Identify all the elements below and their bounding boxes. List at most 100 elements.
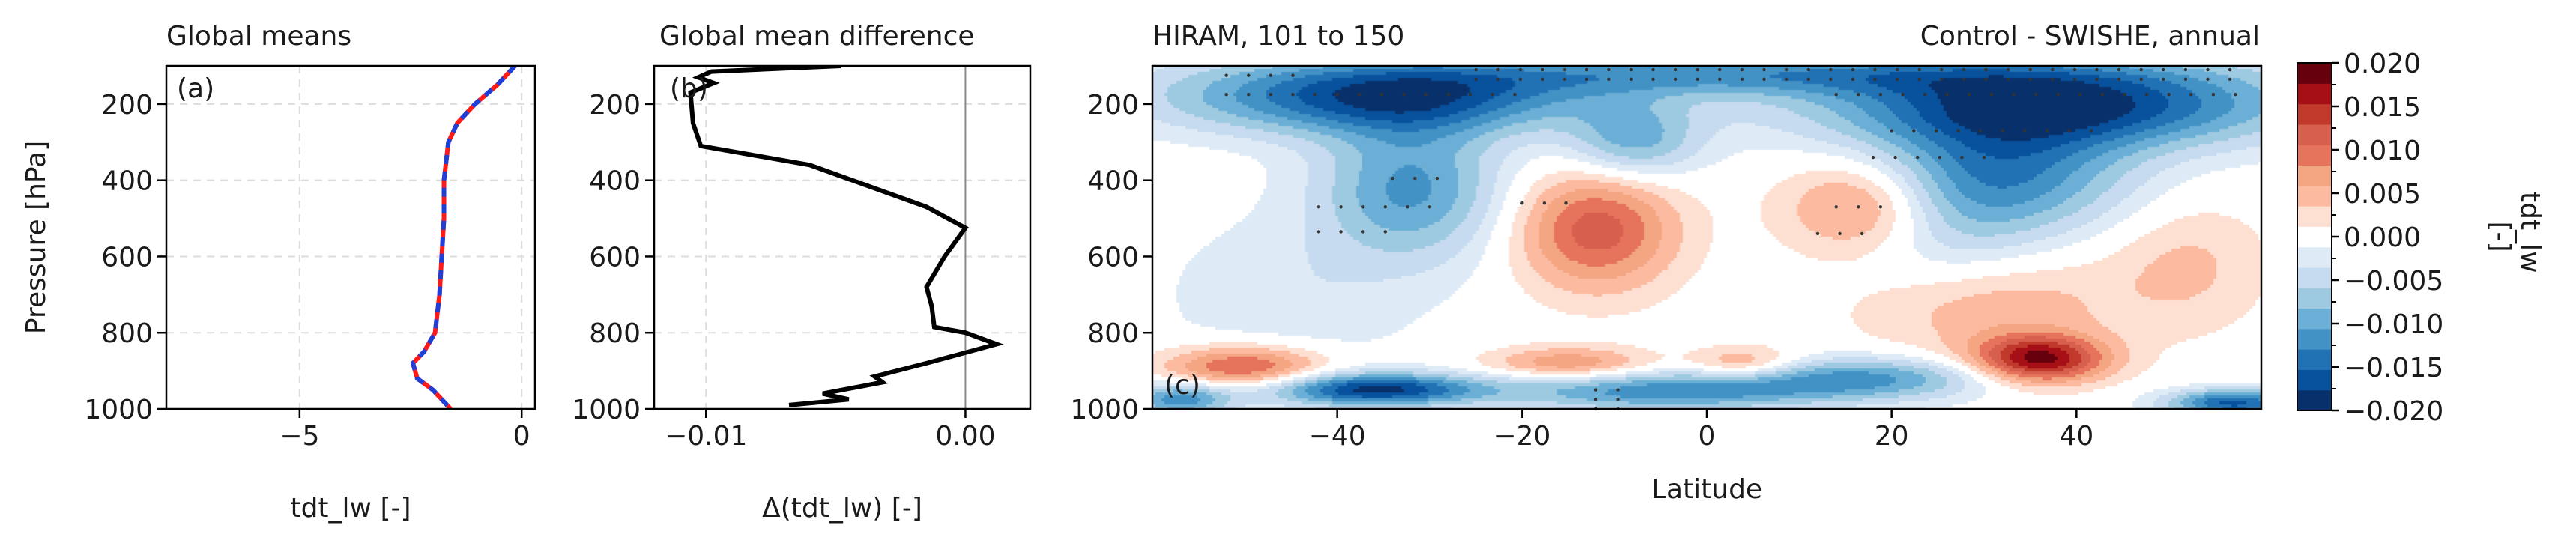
panel-c-axes: −40 −20 0 20 40 200 400 600 800 1000 <box>1070 90 2093 452</box>
colorbar-label: tdt_lw [-] <box>2485 192 2545 282</box>
stipple-dot <box>1542 201 1546 205</box>
panel-c-xlabel: Latitude <box>1651 474 1762 505</box>
stipple-dot <box>1912 129 1916 133</box>
stipple-dot <box>1607 67 1611 72</box>
stipple-dot <box>1224 93 1228 97</box>
panel-b-xtick-label: −0.01 <box>665 421 747 452</box>
panel-c-ytick-label: 400 <box>1087 166 1139 197</box>
panel-a: Global means −5 0 200 400 600 800 1000 (a) tdt… <box>21 21 536 524</box>
panel-c-xtick-label: 40 <box>2059 421 2093 452</box>
stipple-dot <box>1564 201 1568 205</box>
stipple-dot <box>1247 73 1251 77</box>
stipple-dot <box>2056 93 2060 97</box>
stipple-dot <box>2028 77 2032 82</box>
stipple-dot <box>1806 67 1810 72</box>
panel-c-ytick-label: 800 <box>1087 318 1139 349</box>
stipple-dot <box>1718 67 1722 72</box>
stipple-dot <box>1984 77 1988 82</box>
stipple-dot <box>1984 67 1988 72</box>
stipple-dot <box>1269 93 1273 97</box>
panel-c-heatmap-field <box>1152 66 2261 409</box>
panel-b-ytick-label: 1000 <box>572 395 641 425</box>
stipple-dot <box>2012 93 2016 97</box>
panel-b-tag: (b) <box>670 73 708 104</box>
panel-b-ytick-label: 800 <box>589 318 641 349</box>
stipple-dot <box>1496 67 1500 72</box>
stipple-dot <box>2139 77 2143 82</box>
stipple-dot <box>1878 93 1883 97</box>
panel-c-xtick-label: −40 <box>1309 421 1366 452</box>
panel-c-ytick-label: 600 <box>1087 242 1139 273</box>
stipple-dot <box>1379 93 1384 97</box>
stipple-dot <box>1982 155 1986 160</box>
panel-b-axes: −0.01 0.00 200 400 600 800 1000 <box>572 90 995 452</box>
stipple-dot <box>2072 77 2077 82</box>
stipple-dot <box>2072 67 2077 72</box>
stipple-dot <box>1313 93 1317 97</box>
stipple-dot <box>1834 205 1838 209</box>
colorbar-block <box>2297 145 2332 166</box>
stipple-dot <box>1934 129 1938 133</box>
stipple-dot <box>1316 205 1321 209</box>
stipple-dot <box>2067 129 2071 133</box>
colorbar-ticks: 0.020 0.015 0.010 0.005 0.000 −0.005 −0.010 −0.… <box>2332 49 2443 427</box>
stipple-dot <box>1740 77 1744 82</box>
stipple-dot <box>1956 129 1960 133</box>
colorbar-tick-label: 0.020 <box>2344 49 2421 79</box>
stipple-dot <box>1469 93 1472 97</box>
panel-b: Global mean difference −0.01 0.00 200 400 60… <box>572 21 1032 524</box>
stipple-dot <box>1474 67 1478 72</box>
stipple-dot <box>1562 77 1567 82</box>
stipple-dot <box>1673 77 1678 82</box>
stipple-dot <box>1424 93 1428 97</box>
panel-a-ytick-label: 1000 <box>84 395 153 425</box>
stipple-dot <box>1938 155 1941 160</box>
stipple-dot <box>1873 67 1877 72</box>
stipple-dot <box>1541 77 1544 82</box>
stipple-dot <box>1616 388 1620 392</box>
colorbar-tick-label: 0.005 <box>2344 179 2421 210</box>
stipple-dot <box>1224 73 1228 77</box>
stipple-dot <box>1762 67 1766 72</box>
stipple-dot <box>2001 129 2004 133</box>
panel-c: HIRAM, 101 to 150 Control - SWISHE, annu… <box>1070 21 2263 505</box>
panel-c-title-left: HIRAM, 101 to 150 <box>1152 21 1404 52</box>
stipple-dot <box>1696 77 1699 82</box>
stipple-dot <box>1806 77 1810 82</box>
stipple-dot <box>2051 77 2055 82</box>
stipple-dot <box>1917 67 1921 72</box>
stipple-dot <box>2023 129 2027 133</box>
stipple-dot <box>1718 77 1722 82</box>
panel-a-axes: −5 0 200 400 600 800 1000 <box>84 90 530 452</box>
panel-b-xlabel: Δ(tdt_lw) [-] <box>762 493 922 524</box>
stipple-dot <box>1651 67 1655 72</box>
stipple-dot <box>1594 398 1598 401</box>
stipple-dot <box>1291 73 1295 77</box>
stipple-dot <box>1651 77 1655 82</box>
panel-b-series-difference <box>688 66 1004 407</box>
stipple-dot <box>1291 93 1295 97</box>
stipple-dot <box>1361 230 1365 234</box>
colorbar-block <box>2297 369 2332 391</box>
colorbar-tick-label: −0.020 <box>2344 396 2443 427</box>
stipple-dot <box>1391 176 1394 181</box>
colorbar-tick-label: −0.005 <box>2344 266 2443 297</box>
colorbar-block <box>2297 103 2332 125</box>
stipple-dot <box>1838 231 1842 236</box>
panel-a-ylabel: Pressure [hPa] <box>21 141 52 334</box>
panel-a-xtick-label: 0 <box>513 421 530 452</box>
stipple-dot <box>1585 77 1588 82</box>
panel-b-xtick-label: 0.00 <box>935 421 995 452</box>
stipple-dot <box>1829 77 1833 82</box>
stipple-dot <box>2051 67 2055 72</box>
colorbar-block <box>2297 165 2332 186</box>
stipple-dot <box>1673 67 1678 72</box>
stipple-dot <box>2144 93 2149 97</box>
stipple-dot <box>1815 231 1820 236</box>
stipple-dot <box>1541 67 1544 72</box>
stipple-dot <box>2117 67 2121 72</box>
panel-a-frame <box>165 64 536 410</box>
colorbar-block <box>2297 328 2332 350</box>
stipple-dot <box>2095 67 2099 72</box>
